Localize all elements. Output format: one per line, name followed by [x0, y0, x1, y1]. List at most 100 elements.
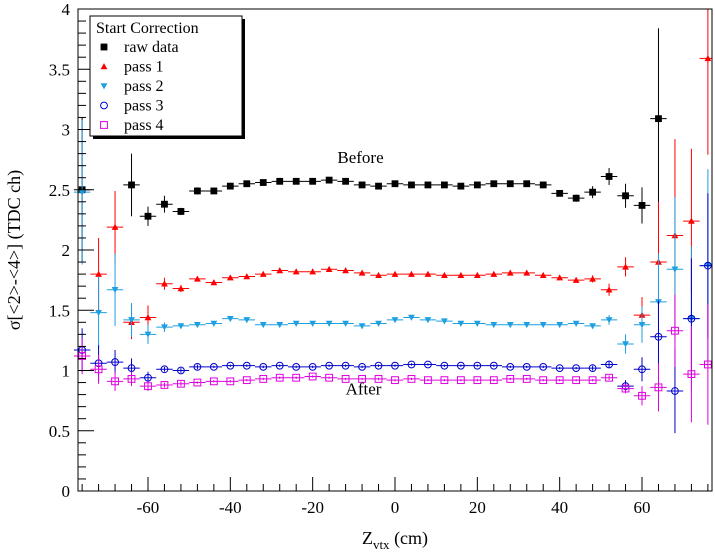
y-tick-label: 1: [62, 362, 71, 381]
data-point: [275, 373, 284, 382]
data-point: [506, 375, 515, 383]
data-point: [209, 362, 218, 371]
data-point: [555, 364, 564, 372]
data-point: [259, 270, 267, 277]
data-point: [358, 181, 366, 189]
data-point: [572, 376, 581, 385]
data-point: [440, 361, 449, 370]
data-point: [374, 375, 383, 383]
data-point: [308, 362, 317, 371]
data-point: [440, 376, 449, 385]
data-point: [687, 370, 696, 379]
data-point: [572, 194, 580, 202]
data-point: [193, 321, 201, 329]
legend-entry-label: pass 1: [124, 59, 164, 76]
legend-marker: [100, 43, 108, 51]
data-point: [522, 362, 531, 371]
data-point: [391, 270, 399, 277]
data-point: [341, 375, 350, 383]
data-point: [161, 200, 168, 208]
data-point: [292, 362, 301, 371]
data-point: [441, 181, 448, 189]
data-point: [391, 361, 399, 370]
data-point: [671, 387, 679, 395]
data-point: [144, 331, 152, 338]
data-point: [605, 360, 613, 369]
data-point: [424, 360, 432, 369]
data-point: [671, 326, 679, 335]
data-point: [308, 372, 317, 381]
data-point: [374, 361, 383, 370]
data-point: [523, 180, 531, 188]
data-point: [177, 379, 185, 388]
data-point: [556, 321, 564, 329]
data-point: [688, 217, 695, 224]
y-tick-label: 3: [62, 121, 71, 140]
x-tick-label: 0: [391, 498, 400, 517]
data-point: [605, 286, 613, 293]
data-point: [275, 361, 284, 370]
y-tick-label: 2: [62, 241, 71, 260]
data-point: [456, 361, 465, 370]
data-point: [506, 362, 515, 371]
data-point: [325, 176, 333, 184]
data-point: [160, 381, 169, 389]
data-point: [456, 376, 465, 385]
y-axis-title: σ[<2>-<4>] (TDC ch): [4, 170, 25, 330]
data-point: [457, 320, 465, 327]
series-pass-4: [73, 294, 712, 425]
data-point: [161, 324, 168, 331]
data-point: [489, 361, 498, 370]
data-point: [588, 376, 597, 385]
data-point: [375, 320, 382, 327]
y-tick-label: 0: [62, 482, 71, 501]
data-point: [605, 173, 613, 180]
data-point: [655, 115, 662, 123]
data-point: [704, 55, 712, 62]
data-point: [177, 285, 185, 292]
data-point: [506, 321, 514, 329]
data-point: [473, 271, 481, 279]
x-tick-label: 60: [634, 498, 651, 517]
data-point: [242, 376, 251, 385]
data-point: [556, 189, 564, 197]
data-point: [358, 375, 366, 383]
y-tick-label: 0.5: [49, 422, 70, 441]
data-point: [588, 364, 597, 372]
data-point: [325, 265, 333, 272]
data-point: [407, 375, 416, 383]
data-point: [703, 261, 712, 270]
data-point: [424, 181, 432, 189]
data-point: [671, 266, 679, 273]
data-point: [111, 287, 119, 294]
data-point: [243, 317, 251, 324]
data-point: [687, 314, 696, 323]
data-point: [127, 364, 136, 372]
data-point: [161, 280, 168, 287]
data-point: [242, 361, 251, 370]
data-point: [292, 177, 300, 185]
data-point: [589, 188, 597, 196]
data-point: [210, 320, 218, 327]
data-point: [473, 361, 482, 370]
data-point: [539, 271, 547, 279]
data-point: [638, 365, 646, 374]
data-point: [259, 179, 267, 186]
data-point: [177, 208, 185, 215]
data-point: [391, 180, 399, 188]
data-point: [292, 373, 301, 382]
data-point: [210, 279, 218, 286]
data-point: [703, 360, 712, 369]
data-point: [539, 376, 548, 385]
data-point: [309, 320, 317, 327]
data-point: [605, 317, 613, 324]
data-point: [539, 321, 547, 329]
data-point: [193, 362, 202, 371]
data-point: [226, 315, 234, 323]
data-point: [391, 317, 399, 324]
data-point: [457, 271, 465, 279]
data-point: [95, 309, 102, 317]
data-point: [193, 275, 201, 282]
legend-box: [89, 15, 243, 137]
data-point: [177, 323, 185, 330]
